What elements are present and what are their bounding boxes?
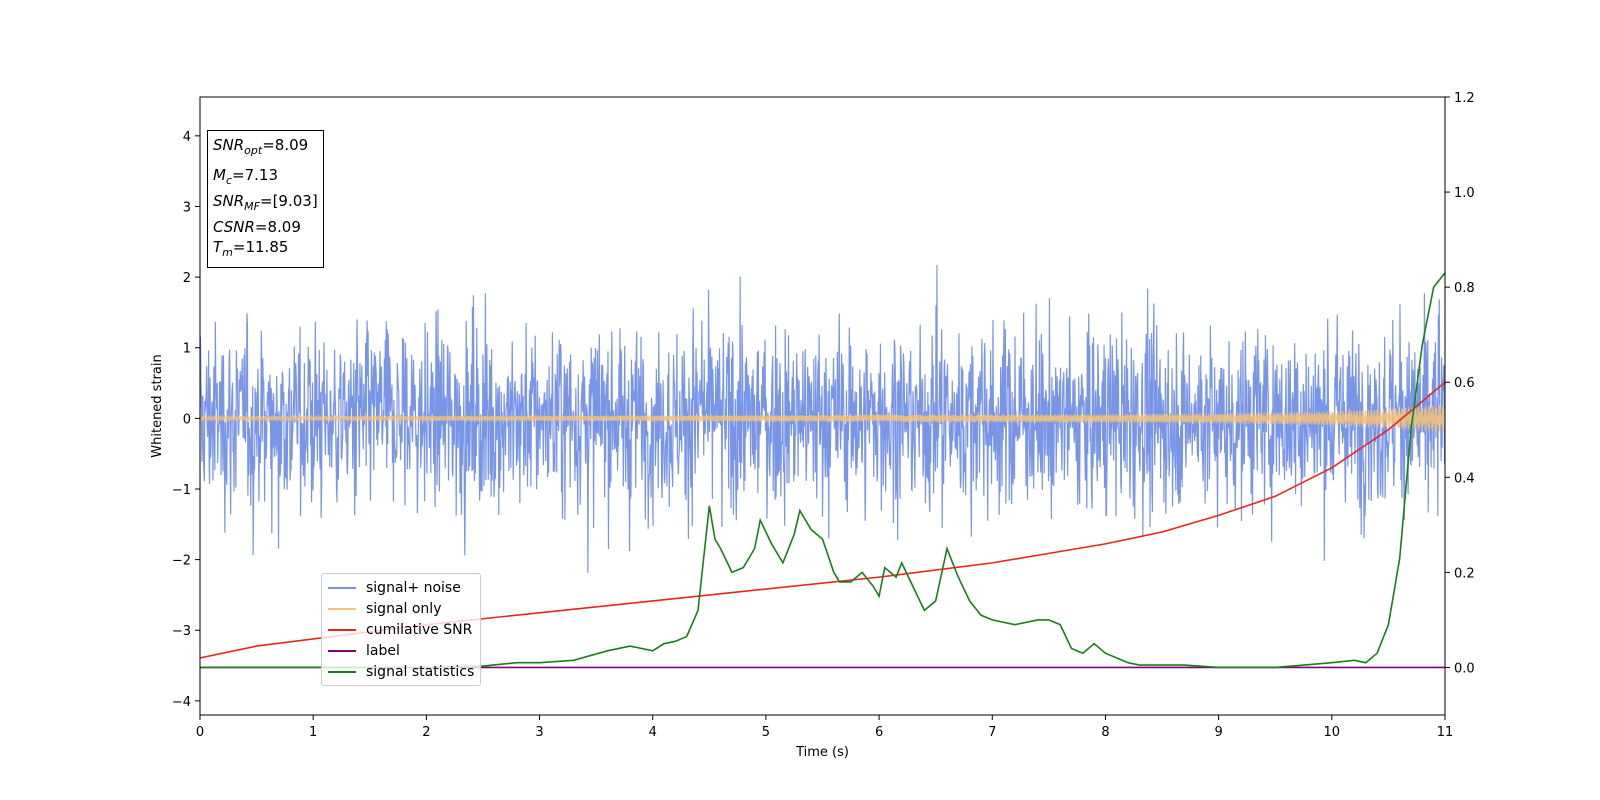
legend: signal+ noise signal only cumilative SNR la…: [321, 573, 482, 686]
y-left-tick-label: 4: [183, 130, 191, 145]
y-left-tick-label: 1: [183, 342, 191, 357]
x-tick-label: 1: [309, 725, 317, 740]
snr-mf-line: SNRMF=[9.03]: [213, 192, 318, 213]
y-left-tick-label: 0: [183, 412, 191, 427]
y-right-tick-label: 0.0: [1454, 661, 1475, 676]
legend-swatch: [328, 670, 356, 673]
legend-label: signal statistics: [366, 663, 475, 680]
x-tick-label: 6: [875, 725, 883, 740]
x-tick-label: 9: [1214, 725, 1222, 740]
y-right-tick-label: 0.8: [1454, 281, 1475, 296]
y-right-tick-label: 1.0: [1454, 186, 1475, 201]
y-right-tick-label: 0.6: [1454, 376, 1475, 391]
mc-line: Mc=7.13: [213, 166, 278, 187]
y-left-tick-label: −3: [172, 624, 191, 639]
x-axis-label: Time (s): [795, 745, 849, 760]
y-left-tick-label: −1: [172, 483, 191, 498]
x-tick-label: 0: [196, 725, 204, 740]
x-tick-label: 3: [535, 725, 543, 740]
legend-item: signal only: [328, 598, 474, 619]
series-signal-only: [200, 404, 1445, 433]
legend-label: signal+ noise: [366, 579, 461, 596]
y-axis-label: Whitened strain: [150, 354, 165, 457]
legend-label: label: [366, 642, 400, 659]
tm-line: Tm=11.85: [213, 238, 289, 259]
x-tick-label: 11: [1437, 725, 1454, 740]
legend-item: label: [328, 640, 474, 661]
legend-label: signal only: [366, 600, 442, 617]
x-tick-label: 4: [649, 725, 657, 740]
legend-item: signal+ noise: [328, 577, 474, 598]
y-right-tick-label: 1.2: [1454, 91, 1475, 106]
y-right-tick-label: 0.4: [1454, 471, 1475, 486]
y-left-tick-label: −2: [172, 554, 191, 569]
csnr-line: CSNR=8.09: [213, 218, 301, 236]
series-signal-noise: [200, 264, 1445, 573]
y-left-tick-label: −4: [172, 695, 191, 710]
series-signal-statistics: [200, 272, 1445, 669]
y-left-tick-label: 2: [183, 271, 191, 286]
y-left-tick-label: 3: [183, 200, 191, 215]
x-tick-label: 7: [988, 725, 996, 740]
x-tick-label: 10: [1324, 725, 1341, 740]
snr-opt-line: SNRopt=8.09: [213, 136, 309, 157]
legend-swatch: [328, 649, 356, 652]
y-right-tick-label: 0.2: [1454, 566, 1475, 581]
x-tick-label: 8: [1101, 725, 1109, 740]
x-tick-label: 2: [422, 725, 430, 740]
legend-swatch: [328, 628, 356, 631]
legend-label: cumilative SNR: [366, 621, 473, 638]
plot-frame: [199, 96, 1446, 716]
legend-item: cumilative SNR: [328, 619, 474, 640]
legend-swatch: [328, 607, 356, 610]
legend-item: signal statistics: [328, 661, 474, 682]
legend-swatch: [328, 586, 356, 589]
x-tick-label: 5: [762, 725, 770, 740]
snr-info-box: SNRopt=8.09 Mc=7.13 SNRMF=[9.03] CSNR=8.…: [207, 130, 324, 268]
